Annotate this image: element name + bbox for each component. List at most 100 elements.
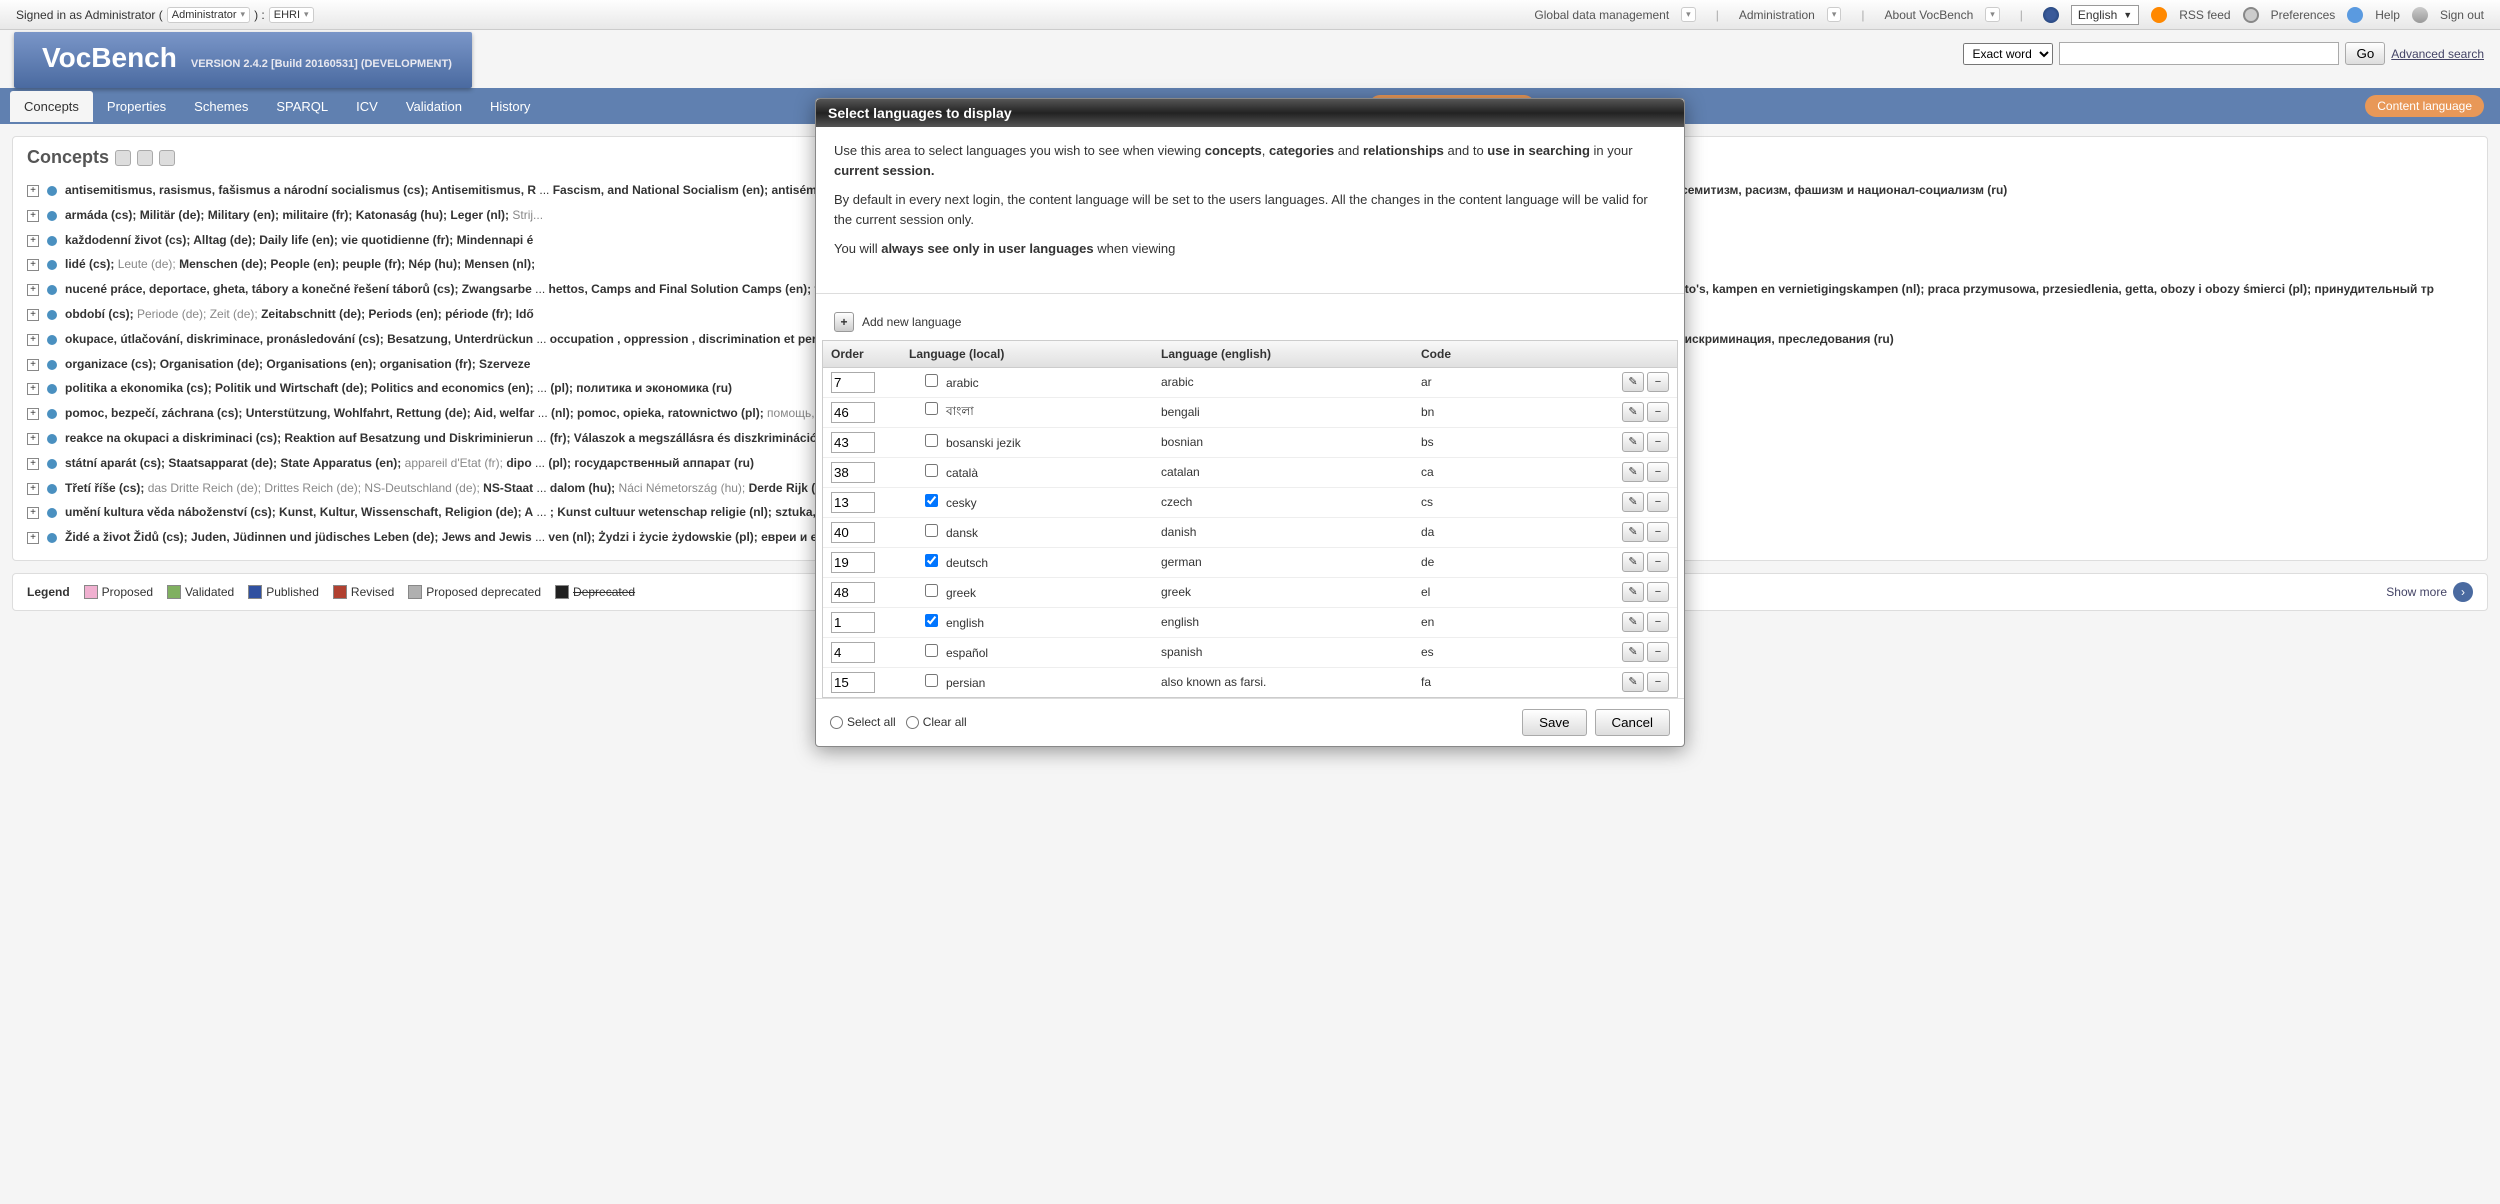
administration-dd[interactable] [1827,7,1842,22]
tree-icon[interactable] [137,150,153,166]
order-input[interactable] [831,492,875,513]
order-input[interactable] [831,372,875,393]
lang-checkbox[interactable] [925,464,938,477]
language-selector[interactable]: English [2071,5,2139,25]
order-input[interactable] [831,582,875,603]
lang-checkbox[interactable] [925,644,938,657]
edit-icon[interactable]: ✎ [1622,672,1644,692]
add-language-row[interactable]: + Add new language [816,304,1684,340]
remove-icon[interactable]: − [1647,642,1669,662]
expand-icon[interactable]: + [27,383,39,395]
tab-properties[interactable]: Properties [93,91,180,122]
remove-icon[interactable]: − [1647,522,1669,542]
expand-icon[interactable]: + [27,359,39,371]
remove-icon[interactable]: − [1647,672,1669,692]
order-input[interactable] [831,522,875,543]
content-language-pill[interactable]: Content language [2365,95,2484,117]
remove-icon[interactable]: − [1647,492,1669,512]
lang-english: arabic [1161,375,1421,389]
about-link[interactable]: About VocBench [1885,8,1974,22]
lang-checkbox[interactable] [925,584,938,597]
add-icon[interactable] [159,150,175,166]
advanced-search-link[interactable]: Advanced search [2391,47,2484,61]
concept-bullet-icon [47,310,57,320]
clear-all-radio[interactable]: Clear all [906,715,967,729]
expand-icon[interactable]: + [27,433,39,445]
tab-icv[interactable]: ICV [342,91,392,122]
tab-concepts[interactable]: Concepts [10,91,93,122]
lang-row: greek greek el ✎− [823,578,1677,608]
lang-checkbox[interactable] [925,524,938,537]
expand-icon[interactable]: + [27,185,39,197]
save-button[interactable]: Save [1522,709,1586,736]
order-input[interactable] [831,672,875,693]
expand-icon[interactable]: + [27,507,39,519]
lang-checkbox[interactable] [925,494,938,507]
edit-icon[interactable]: ✎ [1622,552,1644,572]
rss-link[interactable]: RSS feed [2179,8,2230,22]
help-link[interactable]: Help [2375,8,2400,22]
tab-sparql[interactable]: SPARQL [262,91,342,122]
search-input[interactable] [2059,42,2339,65]
remove-icon[interactable]: − [1647,582,1669,602]
edit-icon[interactable]: ✎ [1622,582,1644,602]
remove-icon[interactable]: − [1647,402,1669,422]
about-dd[interactable] [1985,7,2000,22]
administration-link[interactable]: Administration [1739,8,1815,22]
lang-checkbox[interactable] [925,554,938,567]
lang-checkbox[interactable] [925,402,938,415]
search-go-button[interactable]: Go [2345,42,2385,65]
expand-icon[interactable]: + [27,334,39,346]
order-input[interactable] [831,432,875,453]
expand-icon[interactable]: + [27,259,39,271]
search-mode-select[interactable]: Exact word [1963,43,2053,65]
remove-icon[interactable]: − [1647,372,1669,392]
edit-icon[interactable]: ✎ [1622,522,1644,542]
signout-link[interactable]: Sign out [2440,8,2484,22]
expand-icon[interactable]: + [27,210,39,222]
cancel-button[interactable]: Cancel [1595,709,1671,736]
lang-checkbox[interactable] [925,674,938,687]
lang-checkbox[interactable] [925,374,938,387]
refresh-icon[interactable] [115,150,131,166]
expand-icon[interactable]: + [27,458,39,470]
language-modal: Select languages to display Use this are… [815,98,1685,747]
remove-icon[interactable]: − [1647,552,1669,572]
tab-validation[interactable]: Validation [392,91,476,122]
remove-icon[interactable]: − [1647,612,1669,632]
order-input[interactable] [831,402,875,423]
edit-icon[interactable]: ✎ [1622,612,1644,632]
select-all-radio[interactable]: Select all [830,715,896,729]
edit-icon[interactable]: ✎ [1622,642,1644,662]
global-data-dd[interactable] [1681,7,1696,22]
expand-icon[interactable]: + [27,483,39,495]
lang-checkbox[interactable] [925,614,938,627]
show-more[interactable]: Show more › [2386,582,2473,602]
remove-icon[interactable]: − [1647,462,1669,482]
expand-icon[interactable]: + [27,235,39,247]
edit-icon[interactable]: ✎ [1622,492,1644,512]
tab-schemes[interactable]: Schemes [180,91,262,122]
order-input[interactable] [831,462,875,483]
expand-icon[interactable]: + [27,532,39,544]
lang-code: da [1421,525,1521,539]
edit-icon[interactable]: ✎ [1622,372,1644,392]
lang-checkbox[interactable] [925,434,938,447]
expand-icon[interactable]: + [27,309,39,321]
order-input[interactable] [831,612,875,633]
order-input[interactable] [831,552,875,573]
edit-icon[interactable]: ✎ [1622,462,1644,482]
user-dropdown[interactable]: Administrator [167,7,250,23]
edit-icon[interactable]: ✎ [1622,432,1644,452]
edit-icon[interactable]: ✎ [1622,402,1644,422]
concept-bullet-icon [47,409,57,419]
expand-icon[interactable]: + [27,284,39,296]
expand-icon[interactable]: + [27,408,39,420]
global-data-link[interactable]: Global data management [1534,8,1669,22]
order-input[interactable] [831,642,875,663]
preferences-link[interactable]: Preferences [2271,8,2336,22]
project-dropdown[interactable]: EHRI [269,7,314,23]
lang-code: es [1421,645,1521,659]
remove-icon[interactable]: − [1647,432,1669,452]
tab-history[interactable]: History [476,91,544,122]
